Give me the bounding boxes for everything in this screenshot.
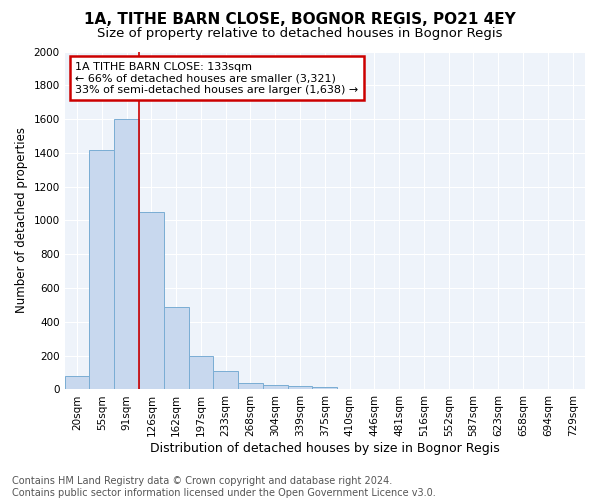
Bar [114,119,139,390]
Bar [188,356,214,390]
Y-axis label: Number of detached properties: Number of detached properties [15,128,28,314]
Text: Size of property relative to detached houses in Bognor Regis: Size of property relative to detached ho… [97,28,503,40]
Text: 1A, TITHE BARN CLOSE, BOGNOR REGIS, PO21 4EY: 1A, TITHE BARN CLOSE, BOGNOR REGIS, PO21… [84,12,516,28]
Text: Contains HM Land Registry data © Crown copyright and database right 2024.
Contai: Contains HM Land Registry data © Crown c… [12,476,436,498]
Bar [313,387,337,390]
Bar [287,386,313,390]
Bar [139,212,164,390]
X-axis label: Distribution of detached houses by size in Bognor Regis: Distribution of detached houses by size … [150,442,500,455]
Text: 1A TITHE BARN CLOSE: 133sqm
← 66% of detached houses are smaller (3,321)
33% of : 1A TITHE BARN CLOSE: 133sqm ← 66% of det… [75,62,358,95]
Bar [65,376,89,390]
Bar [214,371,238,390]
Bar [263,385,287,390]
Bar [238,382,263,390]
Bar [164,306,188,390]
Bar [89,150,114,390]
